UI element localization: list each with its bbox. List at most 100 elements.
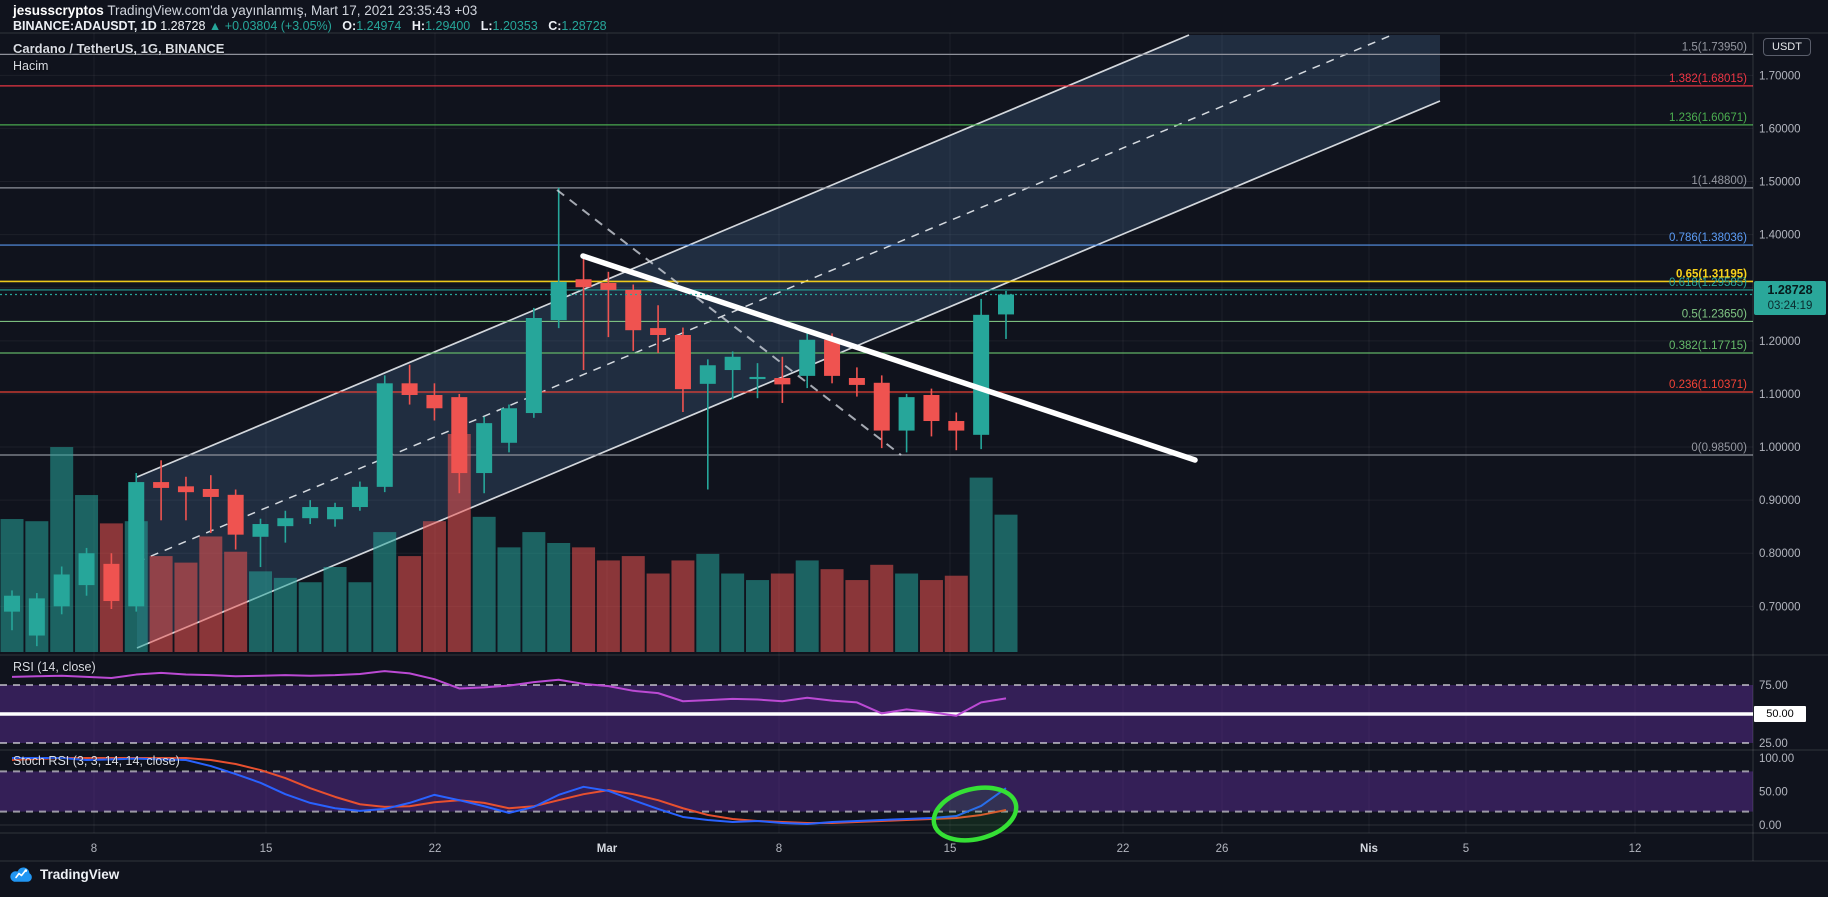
high-value: 1.29400 [425,19,471,33]
fib-label: 1.236(1.60671) [1669,112,1747,124]
candle-body [973,314,990,435]
candle-body [550,281,567,321]
descending-dashed-trendline [556,189,902,456]
volume-bar [323,566,347,652]
fib-label: 1(1.48800) [1691,175,1747,187]
candle-body [724,356,741,371]
candle-body [848,378,865,385]
last-price-value: 1.28728 [1767,283,1813,297]
volume-bar [572,547,596,652]
stoch-band [0,771,1753,812]
candle-body [476,423,493,474]
channel-lower-line [136,100,1441,649]
candle-body [252,524,269,537]
author-name: jesusscryptos [13,3,104,18]
volume-indicator-label[interactable]: Hacim [13,59,49,73]
volume-bar [373,532,397,652]
price-scale-tick: 1.20000 [1759,336,1801,348]
stoch-cross-highlight-ellipse [931,785,1019,843]
close-label: C: [548,19,562,33]
symbol-ohlc-bar[interactable]: BINANCE:ADAUSDT, 1D 1.28728 ▲ +0.03804 (… [13,19,607,33]
fib-label: 1.382(1.68015) [1669,73,1747,85]
price-change: +0.03804 (+3.05%) [224,19,332,33]
volume-bar [50,447,74,652]
low-label: L: [480,19,493,33]
volume-bar [845,580,869,652]
volume-bar [621,556,645,652]
volume-bar [25,521,49,652]
candle-body [923,394,940,422]
time-axis[interactable] [0,833,1753,861]
symbol-label[interactable]: BINANCE:ADAUSDT, 1D [13,19,157,33]
white-trendline [580,253,1198,463]
time-axis-label: 12 [1629,843,1642,855]
candle-body [998,294,1014,315]
publish-header: jesusscryptos TradingView.com'da yayınla… [13,3,477,18]
volume-bar [596,560,620,652]
candle-body [227,494,244,535]
volume-bar [99,523,123,652]
volume-bar [547,543,571,652]
volume-bar [895,573,919,652]
time-axis-label: 5 [1463,843,1469,855]
candle-body [426,394,443,409]
time-axis-label: 8 [776,843,782,855]
volume-bar [969,477,993,652]
currency-chip[interactable]: USDT [1763,38,1811,56]
price-scale-tick: 1.60000 [1759,123,1801,135]
stoch-rsi-indicator-label[interactable]: Stoch RSI (3, 3, 14, 14, close) [13,754,180,768]
brand-text: TradingView [40,866,120,882]
publish-info: TradingView.com'da yayınlanmış, Mart 17,… [107,3,478,18]
stoch-scale-tick: 100.00 [1759,753,1794,765]
fib-label: 0(0.98500) [1691,442,1747,454]
candle-body [625,289,642,331]
low-value: 1.20353 [492,19,538,33]
fib-label: 0.786(1.38036) [1669,232,1747,244]
volume-bar [224,551,248,652]
price-scale[interactable] [1753,33,1828,861]
rsi-scale-tick: 75.00 [1759,680,1788,692]
volume-bar [174,562,198,652]
channel-upper-line [136,34,1190,478]
volume-bar [746,580,769,652]
candle-body [177,486,194,493]
time-axis-label: 22 [1117,843,1130,855]
rsi-indicator-label[interactable]: RSI (14, close) [13,660,96,674]
price-scale-tick: 1.50000 [1759,177,1801,189]
chart-legend-title[interactable]: Cardano / TetherUS, 1G, BINANCE [13,41,225,56]
volume-bar [770,573,794,652]
open-label: O: [342,19,357,33]
time-axis-label: 8 [91,843,97,855]
stoch-scale-tick: 0.00 [1759,820,1781,832]
fib-label: 0.5(1.23650) [1682,308,1747,320]
volume-bar [422,521,446,652]
tradingview-logo[interactable]: TradingView [8,864,119,884]
volume-bar [820,569,844,652]
stoch-k-line [12,757,1007,825]
candle-body [327,507,344,520]
last-price-label: 1.28728 03:24:19 [1754,281,1826,315]
candle-body [898,397,915,431]
candle-body [153,482,170,488]
volume-bar [696,553,720,652]
volume-bar [199,536,223,652]
high-label: H: [411,19,426,33]
time-axis-label: 22 [429,843,442,855]
last-price: 1.28728 [160,19,206,33]
price-scale-tick: 1.10000 [1759,389,1801,401]
price-scale-tick: 0.80000 [1759,548,1801,560]
candle-body [674,334,691,390]
volume-bar [497,547,521,652]
rsi-midline-label: 50.00 [1754,706,1806,722]
candle-body [749,376,766,380]
volume-bar [870,564,894,652]
volume-bar [348,582,372,652]
fib-label: 1.5(1.73950) [1682,41,1747,53]
price-scale-tick: 1.70000 [1759,70,1801,82]
volume-bar [522,532,546,652]
volume-bar [919,580,943,652]
channel-midline-dashed [136,34,1393,563]
